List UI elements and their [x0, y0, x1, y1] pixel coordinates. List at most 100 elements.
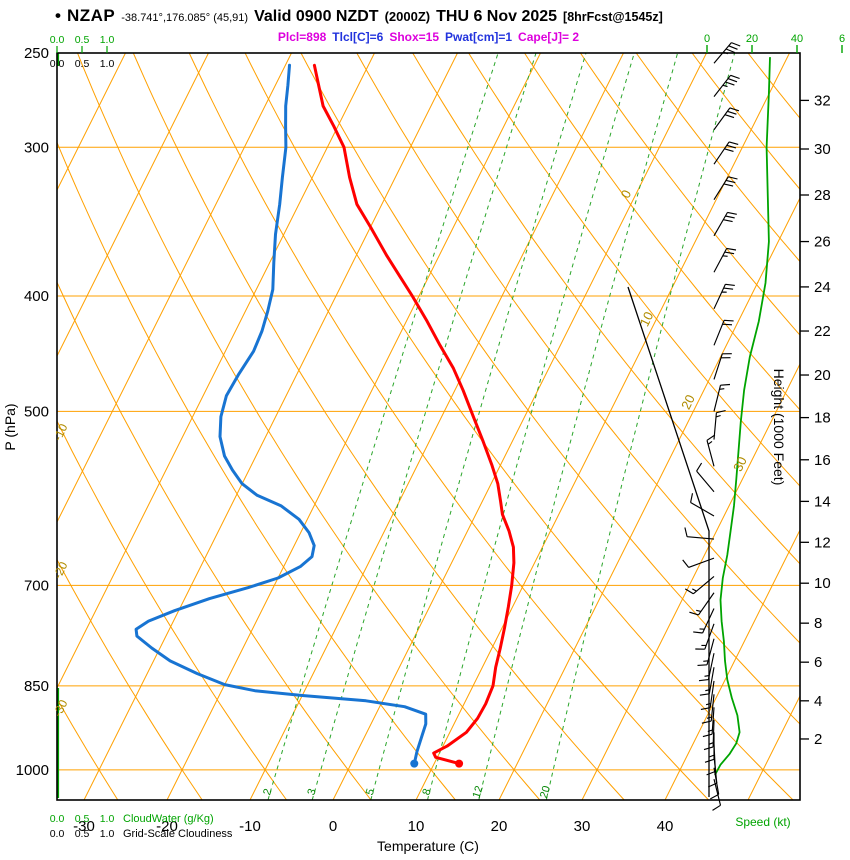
isotherm-line [498, 196, 800, 800]
height-tick-label: 8 [814, 615, 822, 632]
temperature-tick-label: 10 [408, 818, 425, 835]
valid-time: Valid 0900 NZDT [254, 8, 379, 25]
dry-adiabat-line [188, 53, 709, 800]
station-bullet-icon: • [55, 6, 61, 25]
plot-frame [56, 52, 801, 801]
dry-adiabat-line [747, 53, 800, 120]
height-tick-label: 14 [814, 493, 831, 510]
pressure-tick-label: 850 [24, 678, 49, 695]
cloudiness-tick-label: 0.0 [50, 828, 65, 840]
mixing-ratio-label: 12 [471, 784, 486, 799]
surface-dew-dot [410, 759, 419, 768]
stability-parameters: Plcl=898 Tlcl[C]=6 Shox=15 Pwat[cm]=1 Cape[J… [57, 30, 800, 44]
height-tick-label: 12 [814, 534, 831, 551]
pressure-tick-label: 300 [24, 139, 49, 156]
wind-barb [699, 667, 715, 696]
isotherm-line [249, 53, 624, 800]
mixing-ratio-label: 2 [261, 787, 274, 797]
wind-barb [713, 383, 731, 412]
height-tick-label: 22 [814, 323, 831, 340]
surface-temp-dot [455, 759, 464, 768]
station-id: NZAP [66, 6, 116, 25]
temperature-tick-label: 30 [574, 818, 591, 835]
wind-barb [713, 211, 737, 237]
cloudwater-tick-label: 1.0 [100, 813, 115, 825]
wind-barb [684, 527, 715, 540]
wind-barb [695, 623, 715, 650]
dry-adiabat-line [57, 558, 203, 800]
title-line: • NZAP -38.741°,176.085° (45,91) Valid 0… [55, 6, 848, 26]
pressure-tick-label: 500 [24, 403, 49, 420]
wind-barb [690, 493, 715, 517]
wind-barb [713, 319, 734, 346]
isotherm-line [83, 53, 458, 800]
mixing-ratio-label: 8 [420, 787, 433, 797]
wind-barb [713, 141, 739, 165]
mixing-ratio-line [311, 53, 537, 800]
temperature-tick-label: 0 [329, 818, 337, 835]
dry-adiabat-label: -20 [50, 559, 70, 581]
dry-adiabat-line [579, 53, 800, 336]
pressure-tick-label: 700 [24, 577, 49, 594]
dry-adiabat-label: -30 [50, 697, 70, 719]
dry-adiabat-line [57, 281, 372, 800]
wind-barb [710, 767, 720, 800]
mixing-ratio-line [545, 53, 736, 800]
plot-border [56, 52, 801, 801]
speed-axis-title: Speed (kt) [735, 815, 790, 829]
height-tick-label: 26 [814, 234, 831, 251]
wind-column [682, 42, 771, 811]
stability-param: Shox=15 [389, 30, 440, 44]
height-tick-label: 18 [814, 410, 831, 427]
isotherm-line [57, 53, 209, 358]
wind-barb [697, 638, 715, 666]
wind-barb [713, 283, 735, 310]
mixing-ratio-line [267, 53, 499, 800]
isotherm-line [57, 53, 292, 524]
aux-profile-line [627, 286, 710, 797]
dry-adiabat-line [300, 53, 800, 725]
wind-barb [713, 409, 726, 440]
valid-zulu: (2000Z) [384, 9, 431, 24]
height-tick-label: 28 [814, 187, 831, 204]
cloudwater-axis-title: CloudWater (g/Kg) [123, 813, 214, 825]
stability-param: Plcl=898 [277, 30, 327, 44]
pressure-axis-title: P (hPa) [2, 403, 18, 450]
isotherm-line [332, 53, 707, 800]
height-tick-label: 24 [814, 279, 831, 296]
isotherm-line [57, 53, 126, 192]
height-tick-label: 2 [814, 731, 822, 748]
mixing-ratio-line [370, 53, 587, 800]
station-coords: -38.741°,176.085° (45,91) [121, 12, 249, 24]
height-tick-label: 10 [814, 575, 831, 592]
height-tick-label: 4 [814, 693, 822, 710]
cloudwater-tick-label: 1.0 [100, 34, 115, 46]
wind-barb [713, 176, 738, 200]
wind-barb [689, 592, 715, 616]
wind-barb [713, 107, 740, 131]
sounding-profiles [134, 63, 516, 768]
dewpoint-trace [134, 63, 428, 766]
cloudwater-tick-label: 0.5 [75, 34, 90, 46]
mixing-ratio-label: 5 [364, 787, 377, 797]
temperature-trace [312, 63, 516, 766]
dry-adiabat-line [57, 141, 456, 800]
dry-adiabat-line [468, 53, 800, 487]
temperature-tick-label: 20 [491, 818, 508, 835]
isotherm-label: 20 [678, 392, 698, 412]
dry-adiabat-line [524, 53, 800, 411]
cloudwater-tick-label: 0.0 [50, 813, 65, 825]
forecast-info: [8hrFcst@1545z] [563, 10, 663, 24]
mixing-ratio-label: 3 [305, 787, 318, 797]
wind-barb [693, 608, 715, 634]
height-tick-label: 30 [814, 141, 831, 158]
dry-adiabat-line [244, 53, 794, 800]
wind-barb [696, 462, 715, 493]
wind-barb [698, 653, 715, 682]
dry-adiabat-line [132, 53, 625, 800]
pressure-tick-label: 1000 [16, 762, 49, 779]
height-tick-label: 32 [814, 92, 831, 109]
